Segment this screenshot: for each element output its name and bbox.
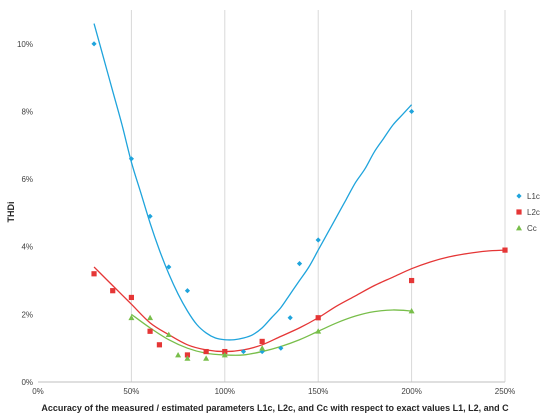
data-point-l2c [315,315,321,321]
data-point-l2c [203,348,209,355]
data-point-l1c [240,348,247,355]
trendline-l1c [93,23,413,341]
y-tick-label: 2% [21,310,33,319]
legend-label-cc: Cc [527,224,537,233]
data-point-cc [165,331,172,338]
legend-marker-l1c [516,193,522,199]
y-tick-label: 10% [17,40,33,49]
data-point-cc [408,307,415,314]
data-point-l2c [184,352,191,358]
data-point-l2c [409,277,415,284]
data-point-l1c [128,156,134,162]
data-point-l2c [147,328,153,334]
data-point-l1c [259,348,265,355]
y-tick-label: 8% [21,107,33,116]
y-tick-labels: 0% 2% 4% 6% 8% 10% [17,40,33,387]
data-point-l1c [278,345,284,351]
data-point-cc [184,355,191,361]
x-tick-label: 0% [32,387,44,396]
x-axis-title: Accuracy of the measured / estimated par… [41,403,509,413]
x-tick-label: 200% [401,387,421,396]
data-point-cc [128,314,135,321]
data-point-l1c [409,108,415,115]
trendline-l2c [93,249,506,353]
data-point-cc [221,351,228,358]
data-point-l2c [128,294,134,301]
data-point-l1c [315,237,321,243]
data-point-l2c [222,348,228,355]
legend-marker-l2c [516,209,522,215]
data-point-cc [175,351,182,358]
data-point-cc [259,345,266,351]
data-point-l2c [110,288,116,294]
data-point-l1c [147,213,153,219]
data-points [91,41,508,361]
trendlines [93,23,506,356]
data-point-l2c [91,271,97,277]
x-tick-label: 100% [215,387,235,396]
data-point-cc [315,328,322,334]
data-point-l1c [166,264,172,270]
x-tick-label: 50% [123,387,139,396]
legend: L1c L2c Cc [516,192,540,233]
data-point-l1c [91,41,97,47]
data-point-l2c [502,247,508,253]
data-point-l1c [184,288,191,294]
legend-marker-cc [516,225,522,231]
y-tick-label: 4% [21,243,33,252]
legend-label-l1c: L1c [527,192,540,201]
data-point-l2c [156,342,163,348]
x-tick-label: 150% [308,387,328,396]
y-axis-title: THDi [6,202,16,223]
trendline-cc [131,309,412,356]
data-point-l2c [259,338,265,345]
x-tick-label: 250% [495,387,515,396]
x-tick-labels: 0% 50% 100% 150% 200% 250% [32,387,515,396]
y-tick-label: 0% [21,378,33,387]
data-point-l1c [287,315,293,321]
legend-label-l2c: L2c [527,208,540,217]
data-point-cc [203,355,210,361]
data-point-cc [147,314,154,321]
y-tick-label: 6% [21,175,33,184]
data-point-l1c [296,261,303,267]
